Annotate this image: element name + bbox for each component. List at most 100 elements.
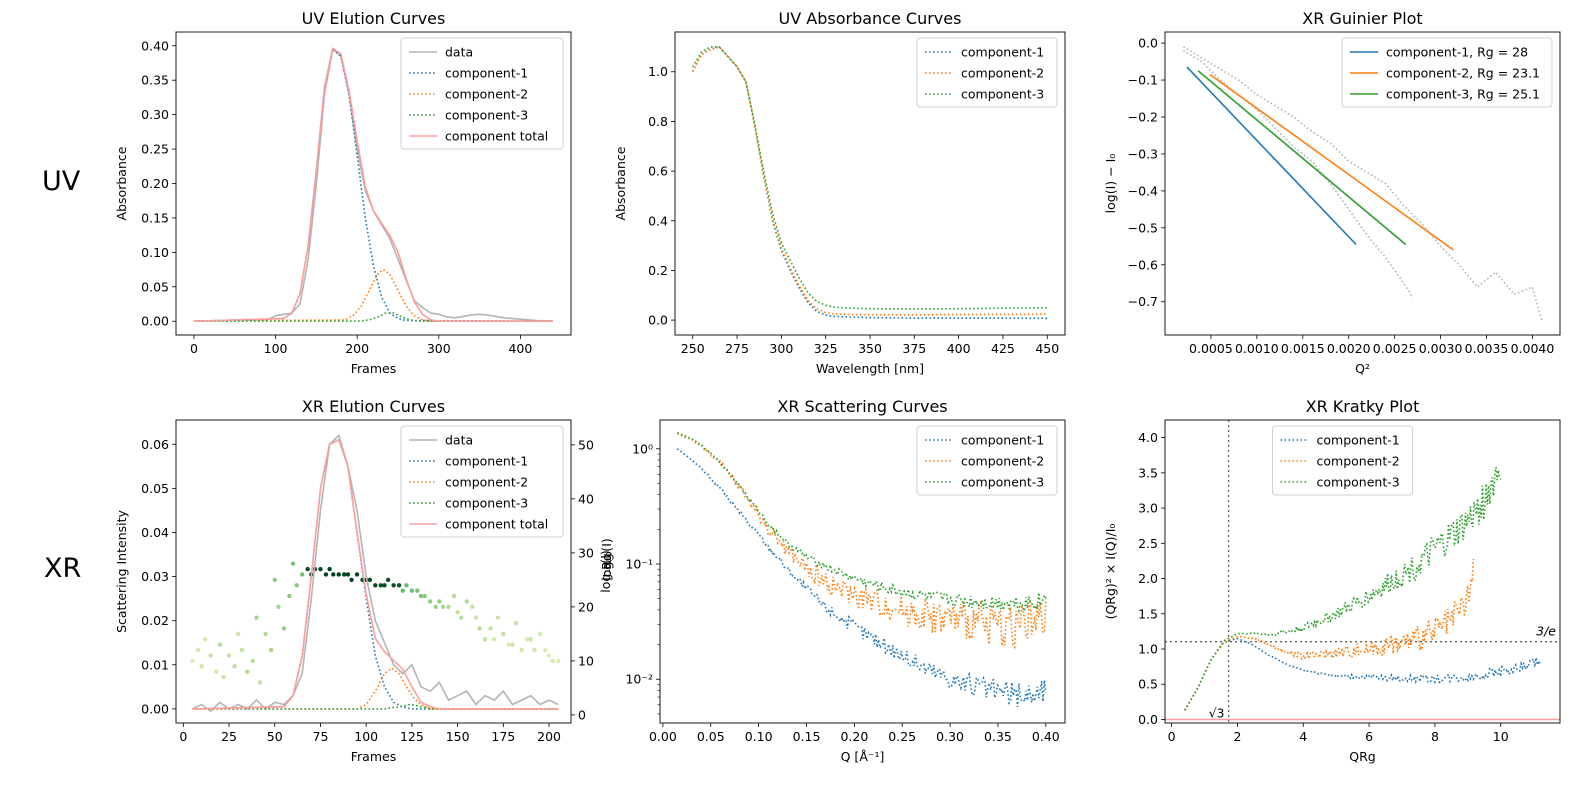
- chart-xr-scattering: XR Scattering Curves 0.00 0.05 0.10 0.15 0.20…: [598, 397, 1066, 764]
- rg-point: [336, 572, 341, 577]
- rg-point: [232, 664, 237, 669]
- x-tick-label: 0.0040: [1511, 341, 1555, 356]
- rg-point: [464, 599, 469, 604]
- legend-label: component-2: [1317, 454, 1400, 469]
- rg-point: [199, 664, 204, 669]
- row-label-uv: UV: [42, 166, 81, 197]
- legend: component-1 component-2 component-3: [916, 425, 1058, 496]
- rg-point: [404, 583, 409, 588]
- x-tick-label: 100: [264, 341, 288, 356]
- rg-point: [217, 642, 223, 647]
- rg-point: [195, 647, 201, 653]
- axes-frame: [1164, 31, 1561, 336]
- y-tick-label: 0.2: [648, 263, 668, 278]
- rg-point: [433, 604, 438, 610]
- y-tick-label: 0.15: [141, 210, 169, 225]
- series-component-1: [691, 45, 1048, 320]
- legend-label: component-1: [961, 45, 1044, 60]
- legend: data component-1 component-2 component-3 com…: [400, 425, 564, 538]
- rg-point: [276, 604, 281, 610]
- series-component-3: [1184, 467, 1502, 711]
- x-tick-label: 325: [814, 341, 838, 356]
- y-tick-label: 0.6: [648, 164, 668, 179]
- x-axis-label: Frames: [351, 749, 396, 764]
- x-tick-label: 0.00: [649, 729, 677, 744]
- rg-point: [543, 647, 548, 653]
- x-axis-label: QRg: [1349, 749, 1375, 764]
- x-tick-label: 0.0020: [1327, 341, 1371, 356]
- y-tick-label: −0.5: [1128, 220, 1158, 235]
- rg-point: [524, 637, 530, 642]
- rg-point: [208, 653, 213, 658]
- y-tick-label: 0.05: [141, 481, 169, 496]
- x-tick-label: 50: [267, 729, 283, 744]
- y-tick-label: 0.20: [141, 176, 169, 191]
- rg-point: [257, 680, 263, 685]
- axes-frame: [1164, 419, 1561, 724]
- rg-point: [400, 588, 405, 593]
- y-tick-label: 0.25: [141, 142, 169, 157]
- rg-point: [528, 637, 533, 642]
- legend: component-1 component-2 component-3: [1272, 425, 1413, 496]
- series-component-3: [194, 312, 553, 322]
- rg-point: [323, 572, 329, 577]
- x-tick-label: 25: [221, 729, 237, 744]
- rg-point: [250, 658, 256, 664]
- rg-point: [203, 637, 208, 642]
- rg-point: [391, 583, 396, 588]
- legend-box: [400, 425, 564, 538]
- x-tick-label: 425: [991, 341, 1015, 356]
- y-tick-label: 3.5: [1138, 465, 1158, 480]
- legend-label: data: [445, 433, 473, 448]
- x-axis-label: Frames: [351, 361, 396, 376]
- y2-tick-label: 20: [578, 599, 594, 614]
- x-tick-label: 0: [1168, 729, 1176, 744]
- rg-point: [506, 642, 512, 647]
- y-tick-label: 0.30: [141, 107, 169, 122]
- x-tick-label: 200: [345, 341, 369, 356]
- rg-point: [245, 669, 250, 674]
- rg-point: [422, 593, 427, 599]
- y-tick-label: −0.3: [1128, 146, 1158, 161]
- plot-area: [691, 45, 1048, 320]
- y3-axis-label: log₁₀(I): [599, 538, 614, 581]
- rg-point: [550, 658, 555, 664]
- chart-xr-kratky: XR Kratky Plot 0 2 4 6 8 10 0.0 0.5 1.0 1.5 2.0 2.5 3…: [1103, 397, 1561, 764]
- legend-label: data: [445, 45, 473, 60]
- rg-point: [482, 637, 488, 642]
- rg-point: [281, 626, 287, 631]
- plot-area: [1165, 420, 1560, 723]
- y-tick-label: 0.5: [1138, 677, 1158, 692]
- rg-point: [437, 599, 442, 604]
- x-tick-label: 375: [902, 341, 926, 356]
- legend-box: [916, 37, 1058, 108]
- vline-label: √3: [1209, 705, 1225, 720]
- legend: component-1, Rg = 28 component-2, Rg = 23…: [1341, 37, 1553, 108]
- rg-point: [290, 561, 296, 566]
- x-tick-label: 0.0005: [1189, 341, 1233, 356]
- rg-point: [272, 577, 277, 583]
- x-tick-label: 0: [190, 341, 198, 356]
- rg-point: [455, 610, 460, 615]
- y-tick-label: −0.2: [1128, 109, 1158, 124]
- chart-title: XR Elution Curves: [302, 397, 445, 416]
- y-tick-label: 10⁻¹: [625, 557, 653, 572]
- plot-area: [190, 433, 561, 713]
- plot-area: [1182, 46, 1543, 321]
- rg-point: [226, 653, 232, 658]
- x-tick-label: 250: [681, 341, 705, 356]
- legend-label: component-2: [961, 454, 1044, 469]
- rg-point: [427, 599, 433, 604]
- x-tick-label: 0.05: [697, 729, 725, 744]
- rg-point: [451, 593, 457, 599]
- series-component-3: [676, 431, 1047, 614]
- y-tick-label: 3.0: [1138, 501, 1158, 516]
- rg-point: [446, 604, 451, 610]
- y-tick-label: 0.0: [648, 313, 668, 328]
- y-tick-label: 2.0: [1138, 571, 1158, 586]
- rg-point: [190, 658, 195, 664]
- rg-point: [305, 566, 310, 572]
- legend-label: component-1: [961, 433, 1044, 448]
